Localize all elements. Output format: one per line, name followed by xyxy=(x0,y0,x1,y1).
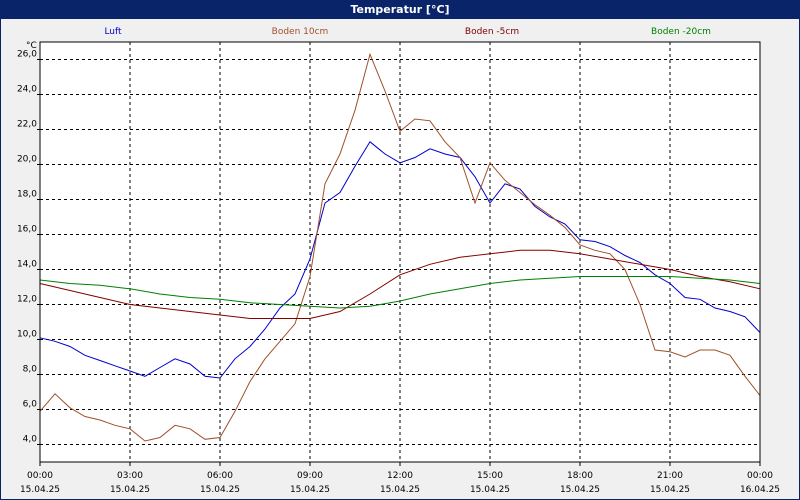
y-tick-label: 24,0 xyxy=(17,85,37,95)
legend-entry: Boden 10cm xyxy=(272,27,329,37)
y-tick-label: 6,0 xyxy=(23,400,38,410)
grid-lines xyxy=(40,42,760,462)
x-tick-date: 15.04.25 xyxy=(380,485,420,495)
x-tick-time: 00:00 xyxy=(747,471,773,481)
x-tick-date: 15.04.25 xyxy=(290,485,330,495)
x-tick-date: 15.04.25 xyxy=(20,485,60,495)
y-axis-ticks: 4,0 6,0 8,0 10,0 12,0 14,0 16,0 18,0 20,0 22,0 24,… xyxy=(17,50,40,445)
x-tick-time: 00:00 xyxy=(27,471,53,481)
x-tick-time: 06:00 xyxy=(207,471,233,481)
series-line-3 xyxy=(39,276,761,309)
series-line-1 xyxy=(39,52,761,442)
series-lines xyxy=(39,52,761,442)
legend-entry: Boden -20cm xyxy=(651,27,711,37)
x-tick-time: 09:00 xyxy=(297,471,323,481)
x-tick-date: 15.04.25 xyxy=(470,485,510,495)
window-title: Temperatur [°C] xyxy=(1,1,799,19)
y-tick-label: 8,0 xyxy=(23,365,38,375)
y-tick-label: 10,0 xyxy=(17,330,37,340)
y-tick-label: 26,0 xyxy=(17,50,37,60)
x-tick-date: 15.04.25 xyxy=(650,485,690,495)
x-tick-date: 16.04.25 xyxy=(740,485,780,495)
y-tick-label: 18,0 xyxy=(17,190,37,200)
x-tick-time: 18:00 xyxy=(567,471,593,481)
x-tick-date: 15.04.25 xyxy=(200,485,240,495)
y-tick-label: 14,0 xyxy=(17,260,37,270)
x-tick-time: 15:00 xyxy=(477,471,503,481)
y-tick-label: 20,0 xyxy=(17,155,37,165)
series-line-0 xyxy=(39,141,761,379)
y-axis-unit: °C xyxy=(26,41,37,51)
y-tick-label: 22,0 xyxy=(17,120,37,130)
legend: Luft Boden 10cm Boden -5cm Boden -20cm xyxy=(104,27,711,37)
x-tick-time: 12:00 xyxy=(387,471,413,481)
legend-entry: Luft xyxy=(104,27,122,37)
y-tick-label: 4,0 xyxy=(23,435,38,445)
x-tick-date: 15.04.25 xyxy=(110,485,150,495)
x-tick-time: 21:00 xyxy=(657,471,683,481)
y-tick-label: 12,0 xyxy=(17,295,37,305)
x-tick-time: 03:00 xyxy=(117,471,143,481)
x-axis-ticks: 00:00 15.04.25 03:00 15.04.25 06:00 15.04.25 0… xyxy=(20,462,780,495)
series-line-2 xyxy=(39,249,761,319)
legend-entry: Boden -5cm xyxy=(465,27,519,37)
x-tick-date: 15.04.25 xyxy=(560,485,600,495)
y-tick-label: 16,0 xyxy=(17,225,37,235)
